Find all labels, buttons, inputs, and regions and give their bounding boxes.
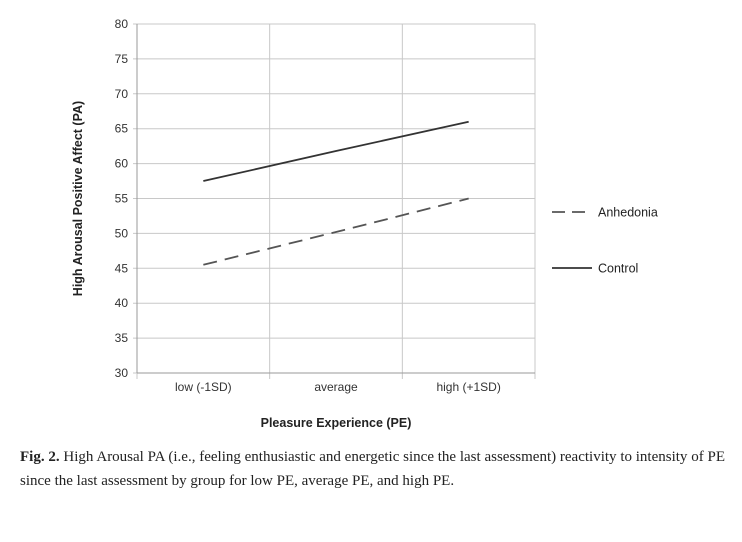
line-chart: 30 35 40 45 50 55 60 65 70 75 80 low (-1SD) average h… xyxy=(71,17,658,430)
figure-caption: Fig. 2. High Arousal PA (i.e., feeling e… xyxy=(20,445,725,493)
y-tick-label: 70 xyxy=(115,87,129,101)
x-tick-label: average xyxy=(314,380,358,394)
y-tick-label: 65 xyxy=(115,122,129,136)
series-line-control xyxy=(203,120,469,182)
series-line-anhedonia xyxy=(203,197,469,266)
caption-label: Fig. 2. xyxy=(20,449,60,465)
y-tick-label: 60 xyxy=(115,157,129,171)
y-tick-label: 45 xyxy=(115,261,129,275)
y-tick-label: 40 xyxy=(115,296,129,310)
y-axis-title: High Arousal Positive Affect (PA) xyxy=(71,101,85,296)
y-tick-label: 55 xyxy=(115,192,129,206)
y-tick-label: 50 xyxy=(115,226,129,240)
caption-text: High Arousal PA (i.e., feeling enthusias… xyxy=(20,449,725,489)
x-tick-label: high (+1SD) xyxy=(436,380,500,394)
x-tick-label: low (-1SD) xyxy=(175,380,232,394)
x-axis-title: Pleasure Experience (PE) xyxy=(261,416,412,430)
legend-label-control: Control xyxy=(598,262,638,276)
y-tick-label: 35 xyxy=(115,331,129,345)
y-tick-label: 30 xyxy=(115,366,129,380)
y-tick-label: 75 xyxy=(115,52,129,66)
chart-area: 30 35 40 45 50 55 60 65 70 75 80 low (-1SD) average h… xyxy=(71,17,658,430)
y-tick-label: 80 xyxy=(115,17,129,31)
legend-label-anhedonia: Anhedonia xyxy=(598,206,658,220)
